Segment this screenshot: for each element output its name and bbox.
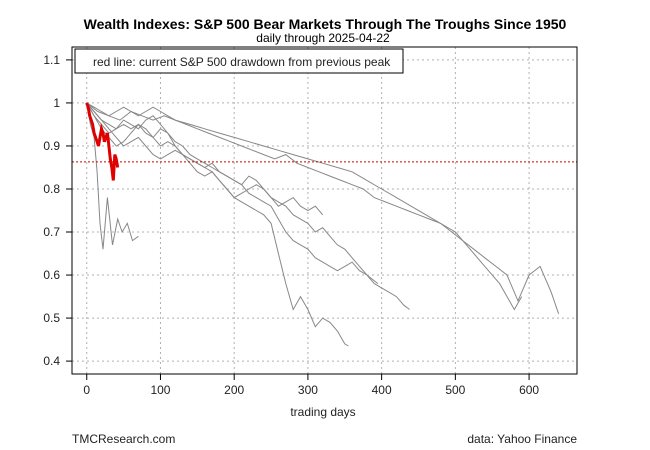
series-group	[86, 102, 560, 347]
x-tick-label: 100	[150, 383, 170, 397]
series-line	[86, 102, 379, 284]
plot-frame	[71, 46, 578, 375]
current-series-line	[85, 102, 120, 181]
y-tick-label: 1.1	[43, 53, 60, 67]
legend-text: red line: current S&P 500 drawdown from …	[93, 55, 391, 69]
footer-data-credit: data: Yahoo Finance	[467, 432, 577, 446]
x-tick-label: 400	[372, 383, 392, 397]
x-tick-label: 200	[224, 383, 244, 397]
series-line	[86, 102, 410, 310]
series-line	[86, 102, 560, 314]
y-tick-label: 0.5	[43, 311, 60, 325]
y-tick-label: 0.9	[43, 139, 60, 153]
chart-title: Wealth Indexes: S&P 500 Bear Markets Thr…	[84, 16, 567, 32]
x-tick-label: 500	[445, 383, 465, 397]
y-tick-label: 0.8	[43, 182, 60, 196]
x-tick-label: 600	[519, 383, 539, 397]
x-tick-label: 0	[83, 383, 90, 397]
series-line	[86, 102, 324, 216]
y-tick-label: 0.4	[43, 354, 60, 368]
x-tick-label: 300	[298, 383, 318, 397]
axes: 0 100 200 300 400 500 600 0.4 0.5 0.6 0.7 0.8 0.9 1 1.…	[43, 53, 539, 397]
legend-box	[74, 48, 404, 74]
current-series-group	[85, 102, 120, 181]
y-tick-label: 0.7	[43, 225, 60, 239]
chart-subtitle: daily through 2025-04-22	[256, 31, 390, 45]
footer-source-site: TMCResearch.com	[72, 432, 176, 446]
x-axis-label: trading days	[290, 405, 355, 419]
y-tick-label: 0.6	[43, 268, 60, 282]
grid-lines	[72, 47, 577, 374]
y-tick-label: 1	[53, 96, 60, 110]
series-line	[86, 102, 523, 311]
legend: red line: current S&P 500 drawdown from …	[74, 48, 404, 74]
